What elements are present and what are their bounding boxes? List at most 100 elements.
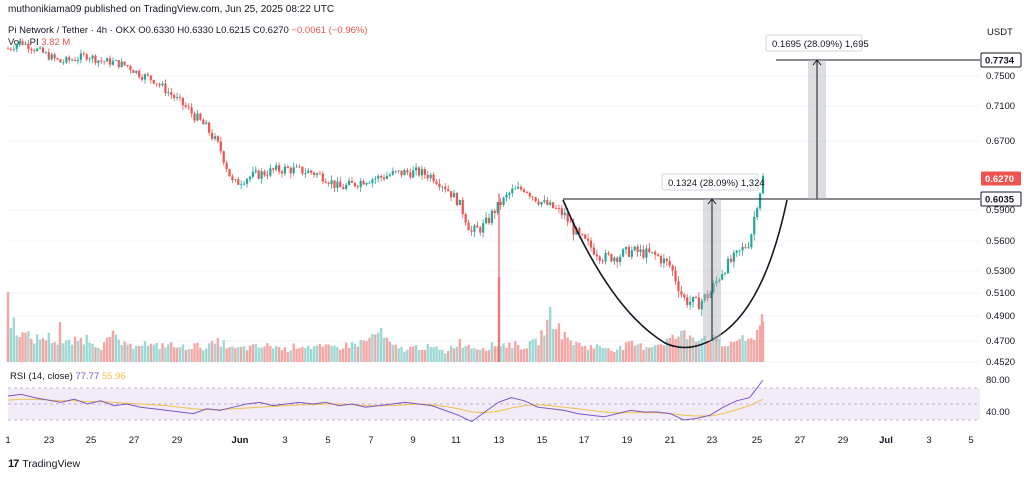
candle-body — [208, 122, 211, 133]
volume-bar — [732, 341, 736, 362]
volume-bar — [149, 343, 153, 362]
candle-body — [432, 174, 435, 182]
candle-body — [342, 187, 345, 190]
volume-bar — [97, 347, 100, 362]
candle-body — [560, 208, 563, 216]
candle-body — [607, 252, 610, 255]
candle-body — [738, 250, 741, 252]
time-tick-label: 29 — [838, 435, 849, 446]
volume-bar — [35, 334, 39, 362]
volume-bar — [161, 343, 164, 362]
candle-body — [537, 201, 540, 205]
volume-bar — [753, 339, 756, 362]
time-tick-label: 3 — [926, 435, 931, 446]
candle-body — [604, 252, 607, 262]
volume-bar — [747, 338, 750, 362]
volume-bar — [639, 343, 642, 362]
price-change: −0.0061 (−0.96%) — [291, 25, 368, 36]
volume-bar — [735, 340, 738, 362]
volume-bar — [312, 346, 316, 362]
candle-body — [528, 192, 531, 197]
candle-body — [213, 136, 217, 139]
candle-body — [91, 55, 94, 59]
volume-bar — [190, 349, 193, 362]
volume-bar — [88, 342, 91, 362]
candle-body — [709, 292, 712, 298]
rsi-line — [7, 379, 764, 423]
volume-bar — [132, 348, 135, 362]
candle-body — [292, 167, 295, 174]
candle-body — [493, 210, 496, 214]
volume-bar — [656, 344, 660, 362]
candle-body — [310, 170, 313, 173]
candle-body — [266, 175, 269, 177]
candle-body — [254, 170, 257, 172]
volume-bar — [41, 338, 45, 362]
candle-body — [584, 234, 587, 239]
candle-body — [534, 197, 537, 202]
volume-bar — [668, 338, 671, 362]
candle-body — [724, 273, 727, 274]
volume-bar — [409, 346, 412, 362]
candle-body — [505, 194, 508, 198]
candle-body — [484, 217, 488, 224]
candle-body — [732, 252, 735, 262]
time-tick-label: 23 — [44, 435, 55, 446]
candle-body — [76, 59, 80, 61]
volume-bar — [449, 345, 453, 362]
candle-body — [85, 54, 88, 60]
measure-label-1: 0.1324 (28.09%) 1,324 — [668, 178, 765, 189]
candle-body — [260, 171, 263, 179]
candle-body — [758, 193, 762, 209]
candle-body — [482, 223, 485, 233]
candle-body — [452, 193, 456, 198]
candle-body — [557, 208, 561, 209]
candle-body — [581, 233, 584, 235]
candle-body — [193, 113, 196, 121]
volume-bar — [274, 346, 278, 362]
volume-bar — [581, 346, 584, 362]
candle-body — [324, 181, 327, 183]
candle-body — [9, 48, 13, 50]
candle-body — [327, 182, 330, 185]
candle-body — [237, 179, 240, 185]
time-tick-label: Jul — [879, 435, 893, 446]
price-badge-label: 0.7734 — [985, 56, 1015, 67]
volume-bar — [467, 344, 470, 362]
grid — [8, 75, 980, 363]
volume-bar — [458, 338, 462, 362]
candle-body — [651, 251, 654, 253]
candle-body — [140, 77, 144, 80]
volume-bar — [342, 348, 345, 362]
volume-bar — [50, 342, 53, 362]
volume-bar — [426, 344, 429, 362]
volume-bar — [441, 349, 444, 362]
volume-bar — [344, 342, 348, 362]
rsi-legend[interactable]: RSI (14, close) 77.77 55.96 — [10, 371, 126, 382]
volume-bar — [327, 344, 330, 362]
price-tick-label: 0.5100 — [986, 288, 1015, 299]
volume-bar — [514, 341, 517, 362]
volume-bar — [339, 349, 342, 362]
volume-bar — [621, 350, 625, 362]
volume-bar — [758, 325, 762, 362]
volume-bar — [537, 345, 540, 362]
volume-bar — [170, 342, 173, 362]
time-tick-label: 7 — [368, 435, 373, 446]
ohlc-open: O0.6330 — [138, 25, 175, 36]
symbol-name: Pi Network / Tether · 4h · OKX — [8, 25, 136, 36]
price-badge-label: 0.6270 — [985, 174, 1014, 185]
price-badge — [981, 171, 1021, 186]
candle-body — [286, 166, 289, 168]
volume-bar — [143, 341, 147, 362]
volume-bar-tall — [760, 314, 764, 362]
volume-bar — [718, 339, 721, 362]
candle-body — [549, 202, 552, 205]
candle-body — [353, 182, 356, 187]
price-tick-label: 0.7500 — [986, 71, 1015, 82]
price-tick-label: 0.6700 — [986, 136, 1015, 147]
symbol-legend[interactable]: Pi Network / Tether · 4h · OKX O0.6330 H… — [8, 25, 368, 36]
tradingview-brand[interactable]: 17 TradingView — [8, 458, 80, 470]
candle-body — [473, 225, 476, 232]
